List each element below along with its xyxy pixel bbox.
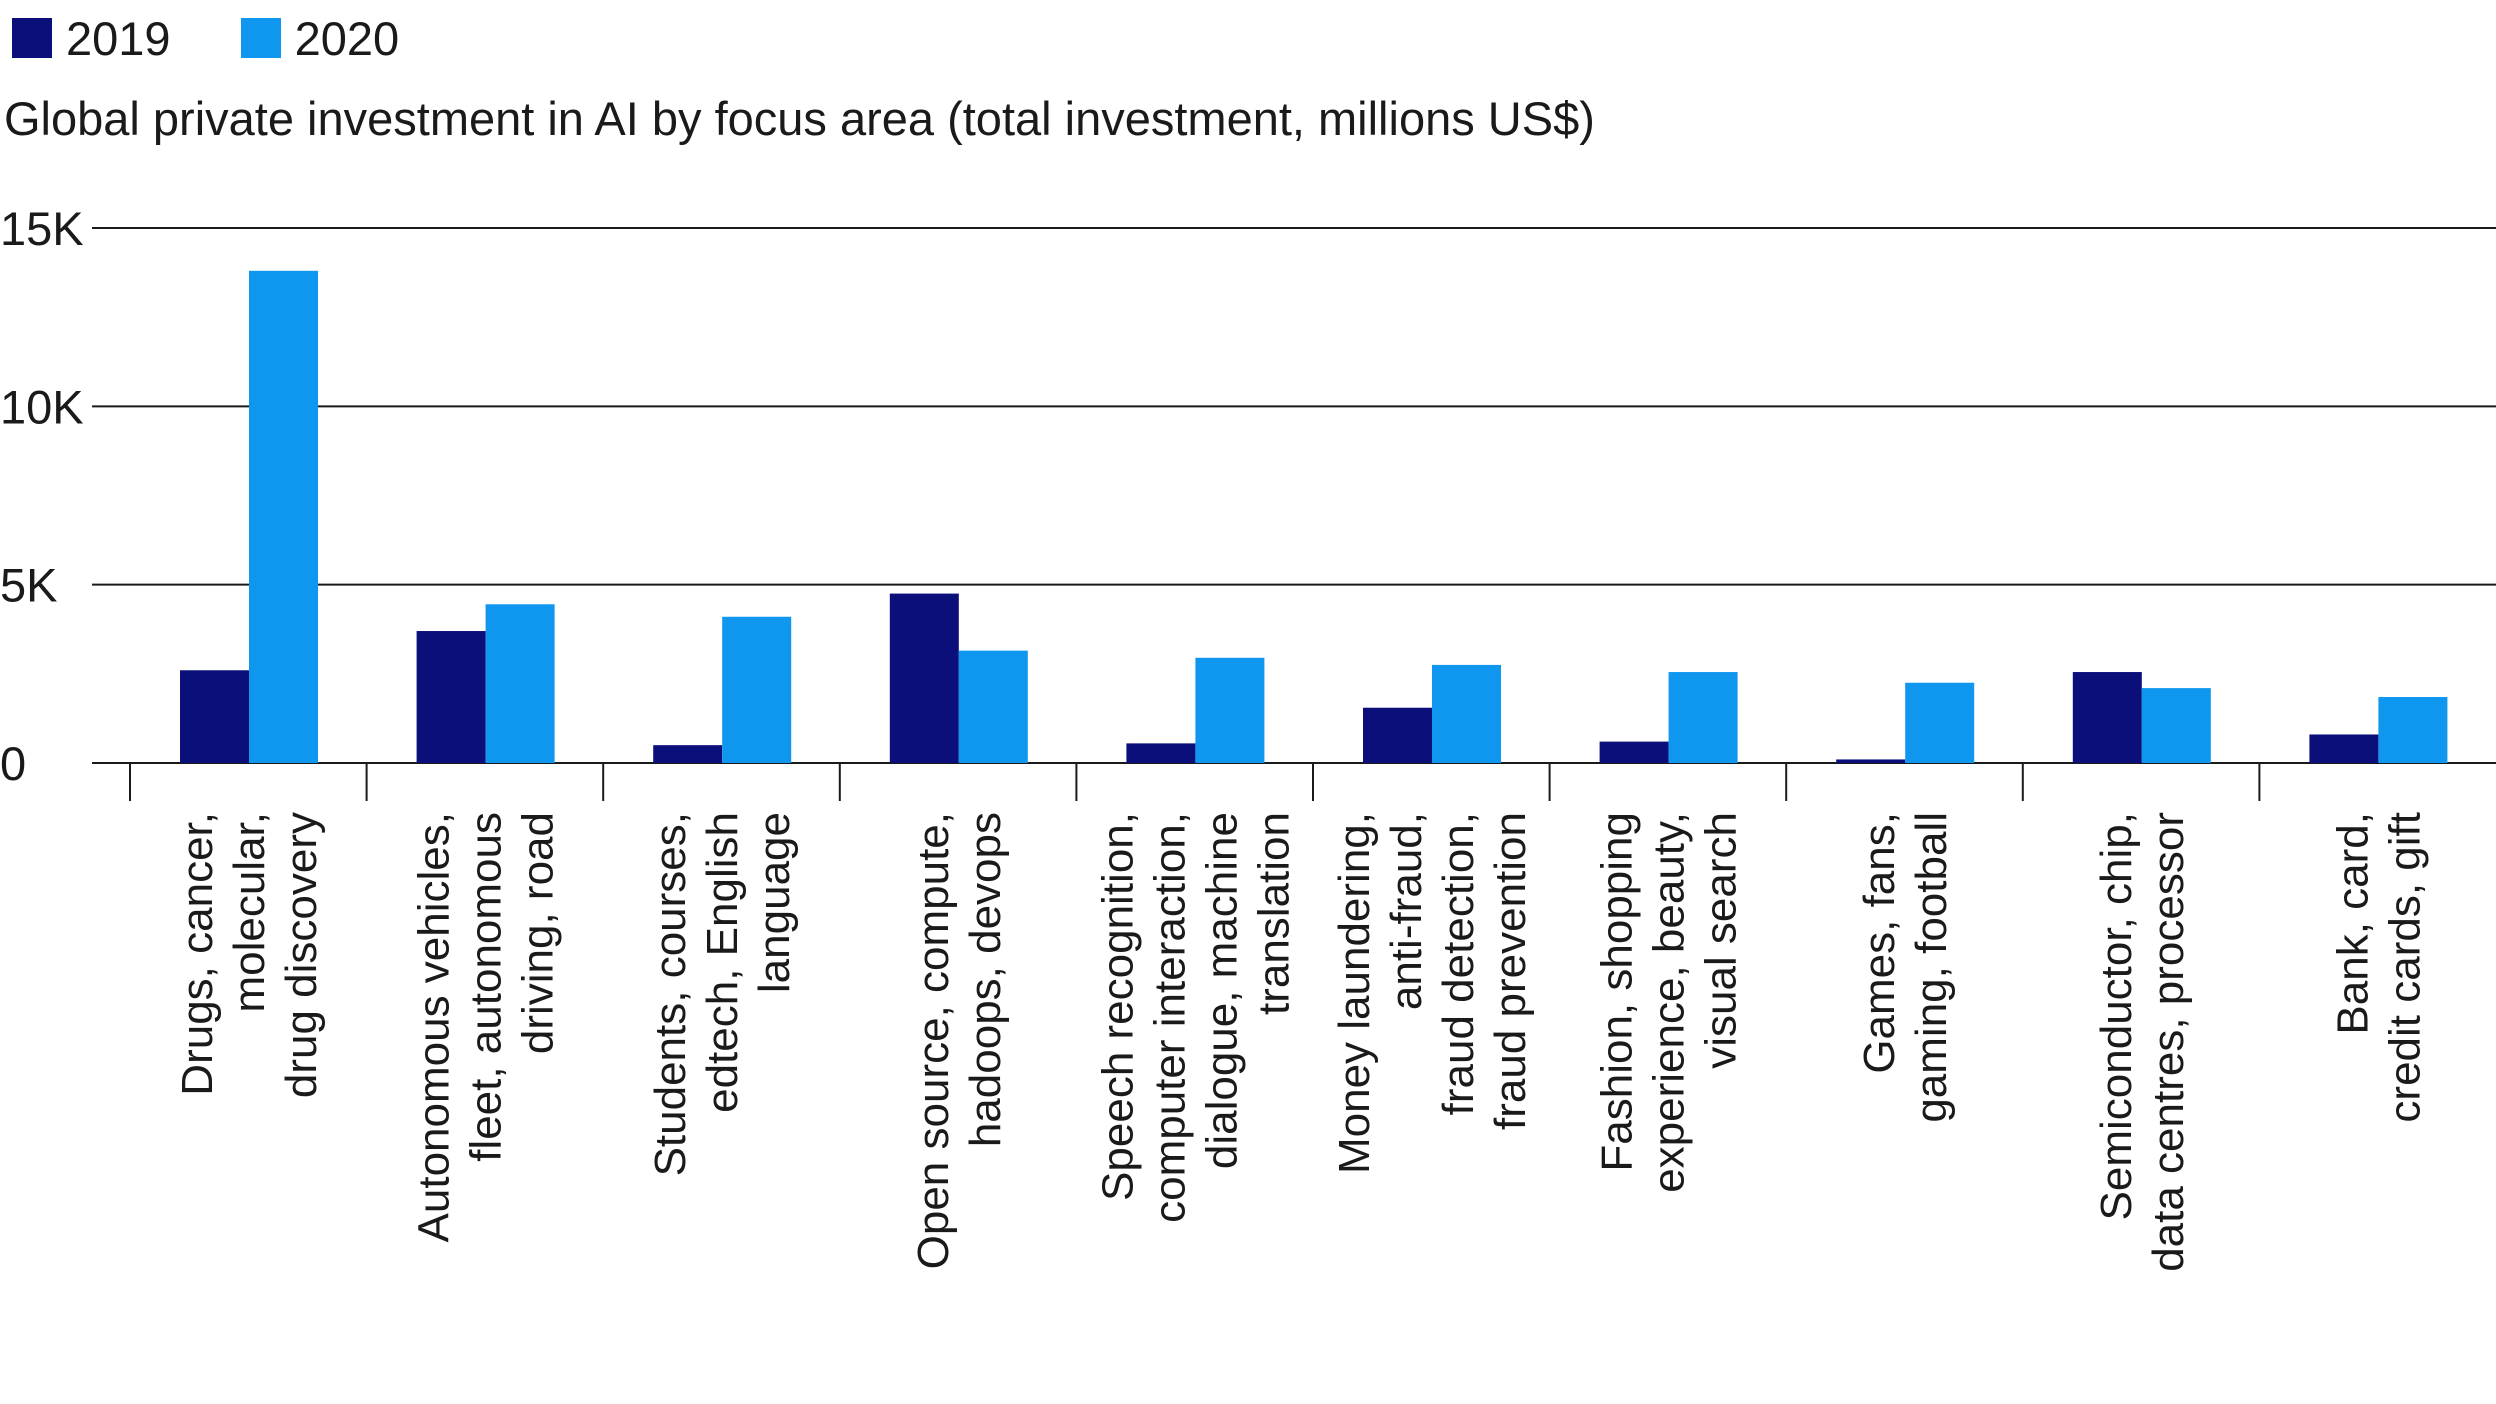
x-category-label-2-line-1: edtech, English	[698, 812, 747, 1113]
legend-label-2020: 2020	[294, 11, 400, 65]
bar-2019-5	[1363, 707, 1432, 763]
bar-2020-6	[1668, 672, 1738, 763]
x-category-label-0-line-1: molecular,	[225, 812, 274, 1013]
legend-label-2019: 2019	[66, 11, 171, 65]
x-category-label-2-line-0: Students, courses,	[646, 812, 695, 1176]
x-category-label-6-line-1: experience, beauty,	[1645, 812, 1694, 1193]
bar-2019-2	[653, 745, 723, 763]
bar-2020-1	[485, 604, 555, 763]
legend-item-2019: 2019	[12, 15, 171, 62]
x-category-label-7-line-1: gaming, football	[1907, 812, 1956, 1123]
bar-2020-0	[249, 270, 318, 763]
x-category-label-9-line-0: Bank, card,	[2328, 812, 2377, 1035]
x-category-label-5-line-1: anti-fraud,	[1382, 812, 1431, 1010]
bar-2019-8	[2072, 672, 2142, 763]
x-category-label-6-line-0: Fashion, shopping	[1593, 812, 1642, 1172]
x-category-label-5-line-0: Money laundering,	[1330, 812, 1379, 1174]
y-tick-label-10K: 10K	[0, 380, 84, 433]
x-category-label-4-line-3: translation	[1249, 812, 1298, 1015]
bar-2019-9	[2309, 734, 2379, 763]
x-category-label-9-line-1: credit cards, gift	[2380, 812, 2429, 1123]
x-category-label-5-line-3: fraud prevention	[1486, 812, 1535, 1130]
x-category-label-8-line-1: data centres, processor	[2144, 812, 2193, 1272]
legend-swatch-2020	[240, 18, 281, 58]
x-category-label-1-line-0: Autonomous vehicles,	[410, 812, 459, 1242]
bar-2020-9	[2378, 697, 2448, 763]
bar-2020-8	[2141, 688, 2211, 763]
y-tick-label-5K: 5K	[0, 559, 58, 612]
bar-2019-0	[180, 670, 249, 763]
bar-2020-4	[1195, 657, 1265, 763]
bar-2020-7	[1905, 682, 1975, 763]
x-category-label-8-line-0: Semiconductor, chip,	[2092, 812, 2141, 1220]
x-category-label-4-line-0: Speech recognition,	[1093, 812, 1142, 1201]
legend-item-2020: 2020	[240, 11, 400, 65]
x-category-label-5-line-2: fraud detection,	[1434, 812, 1483, 1115]
bar-2020-3	[958, 650, 1028, 763]
x-category-label-4-line-1: computer interaction,	[1145, 812, 1194, 1223]
bar-2019-4	[1126, 743, 1196, 763]
legend-swatch-2019	[12, 18, 52, 58]
bar-2020-2	[722, 616, 792, 763]
legend: 2019 2020	[12, 8, 469, 68]
bar-2019-7	[1836, 759, 1906, 763]
x-category-label-3-line-0: Open source, compute,	[909, 812, 958, 1269]
bar-2019-3	[889, 593, 959, 763]
y-tick-label-15K: 15K	[0, 202, 84, 255]
x-category-label-3-line-1: hadoops, devops	[961, 812, 1010, 1147]
x-category-label-1-line-1: fleet, autonomous	[462, 812, 511, 1162]
bar-2020-5	[1432, 664, 1501, 763]
x-category-label-0-line-0: Drugs, cancer,	[173, 812, 222, 1096]
x-category-label-2-line-2: language	[750, 812, 799, 993]
bar-2019-1	[416, 631, 486, 763]
x-category-label-0-line-2: drug discovery	[277, 812, 326, 1098]
chart-subtitle: Global private investment in AI by focus…	[4, 92, 1595, 145]
x-category-label-4-line-2: dialogue, machine	[1197, 812, 1246, 1169]
x-category-label-6-line-2: visual search	[1697, 812, 1746, 1069]
bar-2019-6	[1599, 741, 1669, 763]
x-category-label-1-line-2: driving, road	[514, 812, 563, 1054]
y-tick-label-0: 0	[0, 737, 26, 790]
x-category-label-7-line-0: Games, fans,	[1855, 812, 1904, 1074]
